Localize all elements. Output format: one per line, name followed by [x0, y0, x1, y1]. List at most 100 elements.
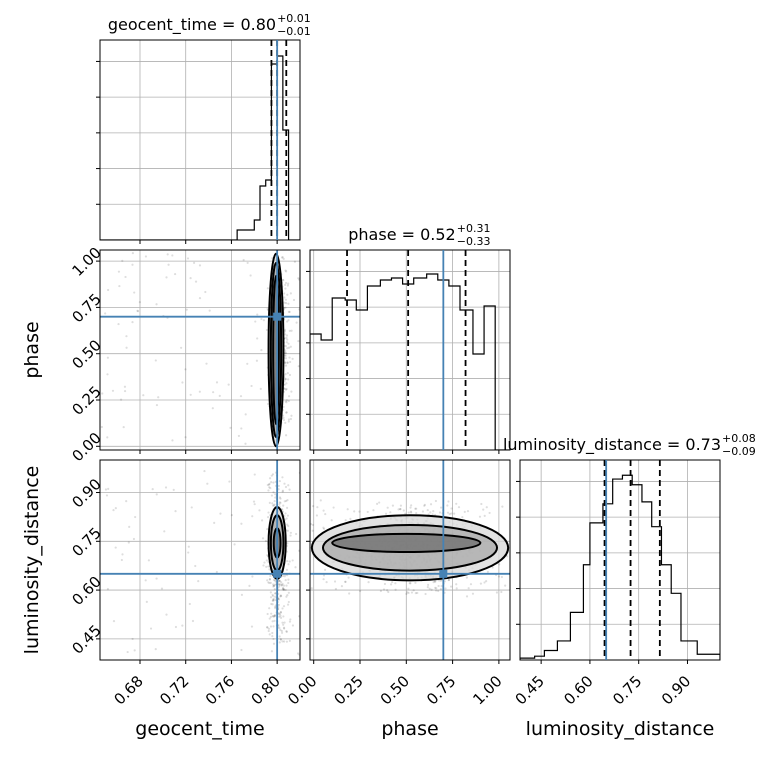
sample-point — [284, 287, 287, 290]
sample-point — [426, 508, 429, 512]
sample-point — [480, 502, 483, 506]
sample-point — [286, 361, 289, 364]
sample-point — [485, 580, 488, 583]
hist-grid-phase — [310, 250, 510, 450]
sample-point — [208, 309, 211, 312]
sample-point — [187, 545, 190, 548]
sample-point — [266, 579, 269, 582]
sample-point — [421, 510, 425, 513]
sample-point — [349, 517, 352, 520]
sample-point — [372, 509, 375, 512]
sample-point — [278, 641, 281, 644]
sample-point — [272, 625, 275, 628]
sample-point — [405, 592, 408, 596]
sample-point — [426, 586, 429, 589]
sample-point — [386, 506, 389, 509]
pair-frame-geocent_time-luminosity_distance — [99, 459, 301, 661]
sample-point — [240, 593, 244, 596]
sample-point — [106, 288, 110, 292]
sample-point — [172, 488, 175, 492]
xtick-label-luminosity_distance-0: 0.45 — [512, 672, 548, 708]
sample-point — [282, 587, 285, 590]
sample-point — [281, 640, 284, 643]
sample-point — [273, 579, 277, 582]
sample-point — [287, 420, 290, 423]
sample-point — [132, 537, 136, 541]
sample-point — [269, 596, 273, 599]
sample-point — [215, 381, 219, 384]
sample-point — [429, 503, 433, 506]
sample-point — [266, 528, 269, 531]
ylabel-luminosity_distance: luminosity_distance — [21, 466, 43, 655]
sample-point — [288, 356, 291, 359]
sample-point — [284, 434, 288, 437]
sample-point — [251, 575, 254, 578]
sample-point — [291, 357, 294, 360]
sample-point — [194, 564, 197, 568]
sample-point — [282, 574, 285, 577]
sample-point — [284, 354, 287, 357]
sample-point — [279, 583, 282, 586]
sample-point — [435, 589, 438, 592]
sample-point — [389, 583, 393, 586]
sample-point — [282, 418, 286, 422]
sample-point — [131, 321, 134, 324]
sample-point — [289, 618, 292, 621]
sample-point — [114, 507, 117, 510]
sample-point — [131, 263, 134, 266]
sample-point — [128, 525, 131, 528]
sample-point — [283, 621, 286, 624]
sample-point — [283, 378, 287, 381]
sample-point — [281, 607, 284, 610]
sample-point — [266, 516, 270, 519]
title-plus-phase: +0.31 — [457, 222, 491, 235]
sample-point — [270, 650, 274, 653]
sample-point — [118, 284, 121, 288]
sample-point — [114, 546, 117, 549]
sample-point — [457, 506, 461, 509]
sample-point — [497, 575, 501, 578]
sample-point — [283, 500, 286, 503]
sample-point — [282, 416, 285, 419]
sample-point — [280, 584, 283, 587]
sample-point — [107, 487, 110, 491]
sample-point — [272, 637, 275, 641]
sample-point — [211, 407, 214, 410]
sample-point — [316, 506, 319, 509]
sample-point — [399, 504, 403, 507]
sample-point — [466, 510, 470, 513]
sample-point — [386, 589, 389, 592]
sample-point — [155, 577, 158, 580]
sample-point — [469, 583, 473, 586]
sample-point — [270, 602, 273, 606]
xlabel-phase: phase — [381, 718, 438, 740]
sample-point — [311, 529, 314, 532]
sample-point — [437, 584, 440, 588]
sample-point — [194, 280, 198, 283]
sample-point — [155, 493, 158, 496]
sample-point — [266, 612, 269, 616]
sample-point — [282, 623, 285, 626]
sample-point — [322, 509, 325, 512]
sample-point — [281, 476, 284, 479]
sample-point — [379, 589, 383, 593]
sample-point — [478, 515, 482, 518]
pair-frame-phase-luminosity_distance — [309, 459, 511, 661]
sample-point — [407, 591, 410, 595]
sample-point — [266, 307, 269, 311]
sample-point — [284, 364, 288, 367]
sample-point — [273, 592, 277, 595]
sample-point — [166, 253, 169, 256]
sample-point — [283, 627, 286, 630]
sample-point — [501, 505, 504, 508]
sample-point — [198, 390, 201, 393]
sample-point — [212, 391, 215, 394]
title-luminosity_distance: luminosity_distance = 0.73 — [503, 435, 721, 455]
xtick-label-phase-4: 1.00 — [469, 672, 505, 708]
contour-1 — [269, 261, 283, 439]
sample-point — [288, 639, 291, 642]
sample-point — [322, 527, 326, 530]
sample-point — [151, 488, 154, 491]
sample-point — [127, 541, 130, 544]
sample-point — [429, 511, 432, 514]
